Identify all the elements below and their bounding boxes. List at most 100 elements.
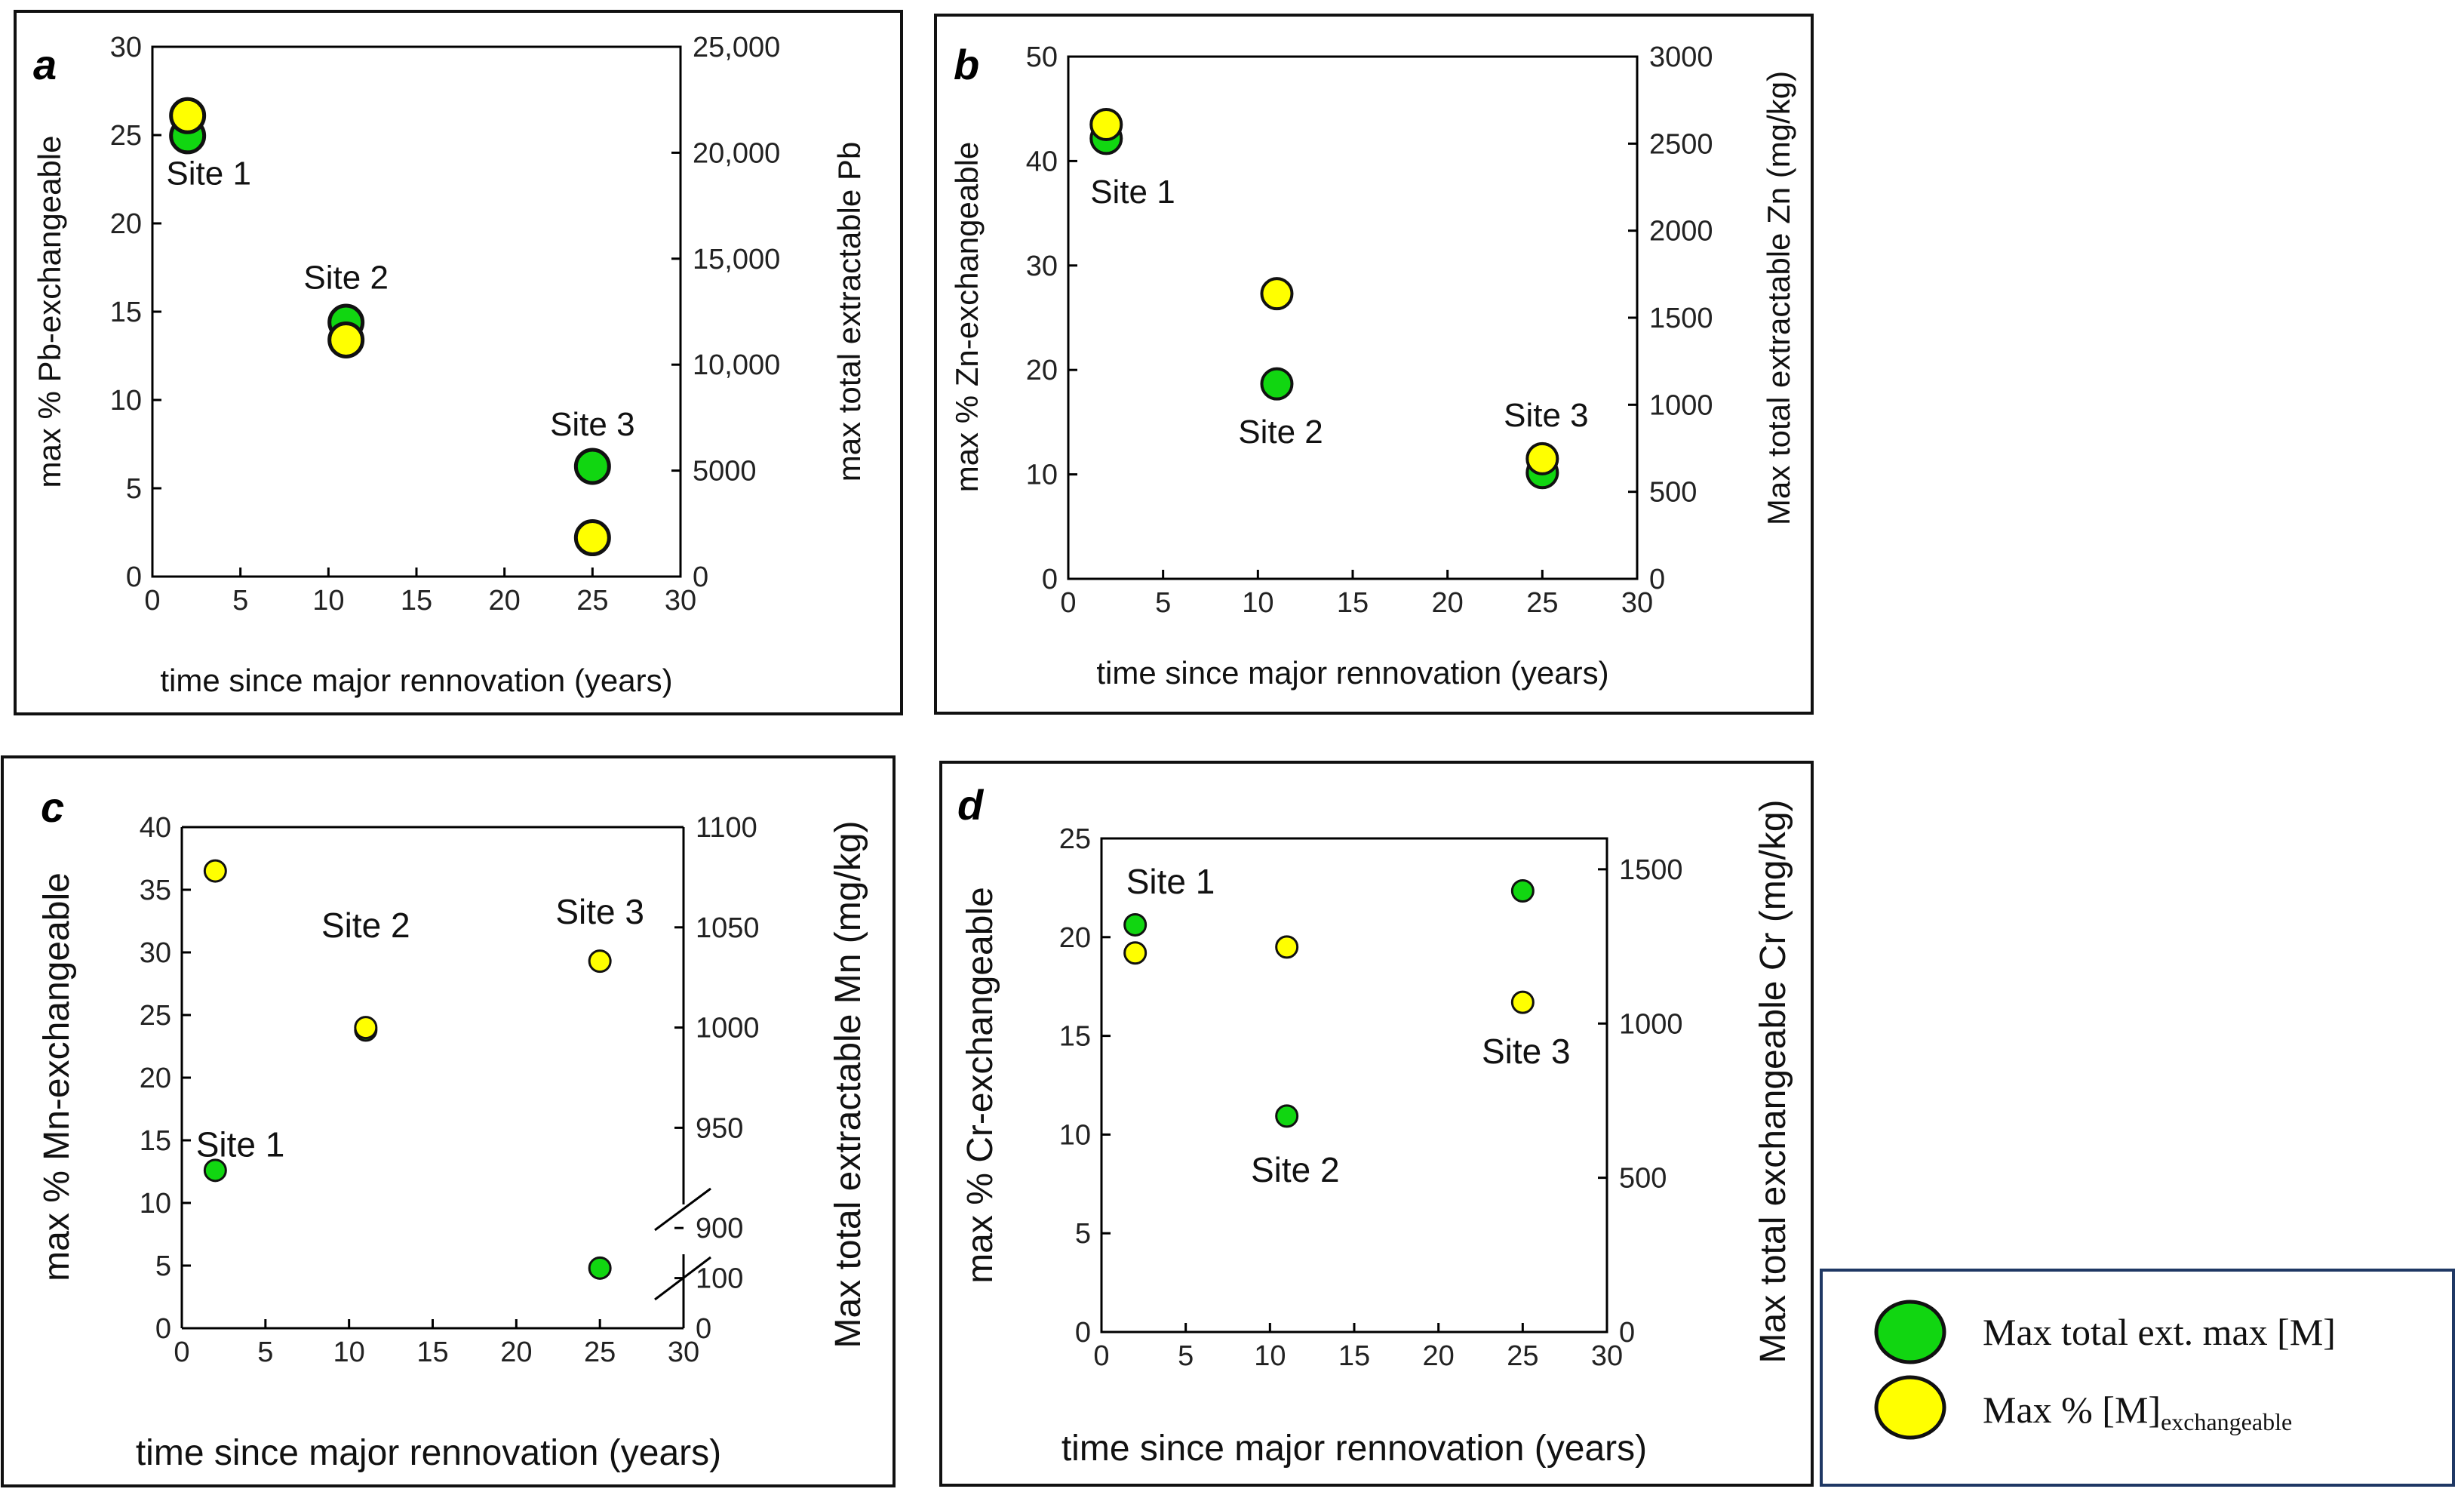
y-tick-label: 20 <box>110 208 142 240</box>
y-tick-label: 35 <box>140 875 171 906</box>
legend-frame <box>1820 1269 2455 1487</box>
site-label: Site 3 <box>1482 1032 1571 1071</box>
x-tick-label: 0 <box>1060 587 1076 619</box>
panel-a-plot-area <box>151 45 682 578</box>
panel-a-y-axis-title: max % Pb-exchangeable <box>32 136 67 488</box>
panel-c-x-axis-title: time since major rennovation (years) <box>136 1433 721 1473</box>
panel-d-y2-axis-title: Max total exchangeable Cr (mg/kg) <box>1753 800 1793 1364</box>
y2-tick-label: 1500 <box>1619 854 1683 886</box>
y2-tick-label: 1100 <box>696 812 757 844</box>
panel-d-y2-ticks: 0 500 1000 1500 <box>1598 854 1683 1349</box>
y-tick-label: 40 <box>140 812 171 844</box>
panel-c-markers <box>203 859 612 1280</box>
panel-b-y2-ticks: 0 500 1000 1500 2000 2500 3000 <box>1628 42 1713 595</box>
yellow-marker-exchangeable <box>1089 107 1123 141</box>
y2-tick-label: 20,000 <box>693 137 780 169</box>
y2-tick-label: 1500 <box>1649 303 1713 334</box>
y-tick-label: 0 <box>1042 564 1058 595</box>
y-tick-label: 15 <box>1059 1021 1091 1053</box>
y-tick-label: 20 <box>1059 922 1091 954</box>
y-tick-label: 10 <box>1059 1119 1091 1151</box>
panel-a-markers <box>169 97 611 557</box>
x-tick-label: 15 <box>1337 587 1369 619</box>
legend-label-exchangeable-main: Max % [M] <box>1983 1389 2161 1431</box>
yellow-marker-exchangeable <box>1260 277 1294 311</box>
panel-c-y-ticks: 0 5 10 15 20 25 30 35 40 <box>140 812 191 1345</box>
y-tick-label: 20 <box>1026 355 1058 386</box>
x-tick-label: 5 <box>232 585 248 617</box>
x-tick-label: 25 <box>1507 1340 1538 1372</box>
panel-d-y-ticks: 0 5 10 15 20 25 <box>1059 823 1111 1349</box>
y2-tick-label: 950 <box>696 1112 743 1144</box>
site-label: Site 2 <box>303 260 389 297</box>
y-tick-label: 0 <box>126 561 142 593</box>
y2-tick-label: 900 <box>696 1213 743 1244</box>
panel-b-y-ticks: 0 10 20 30 40 50 <box>1026 42 1077 595</box>
site-label: Site 1 <box>1090 174 1175 211</box>
site-label: Site 2 <box>1238 414 1323 451</box>
panel-d: d 0 5 10 15 20 25 30 0 5 10 15 20 25 0 500 1000 1500 S… <box>939 761 1814 1487</box>
y-tick-label: 5 <box>126 473 142 505</box>
site-label: Site 2 <box>321 906 410 945</box>
panel-a-y-ticks: 0 5 10 15 20 25 30 <box>110 32 161 593</box>
y-tick-label: 5 <box>1075 1218 1091 1250</box>
panel-c-letter: c <box>41 783 64 831</box>
x-tick-label: 10 <box>312 585 344 617</box>
legend-label-exchangeable-subscript: exchangeable <box>2161 1408 2292 1435</box>
y2-tick-label: 0 <box>693 561 708 593</box>
panel-c: c 0 5 10 15 20 25 30 0 5 10 15 20 25 30 35 40 0 100 900 9… <box>1 755 896 1487</box>
y-tick-label: 5 <box>155 1250 171 1282</box>
panel-c-y2-axis-title: Max total extractable Mn (mg/kg) <box>828 821 868 1349</box>
panel-b-y-axis-title: max % Zn-exchangeable <box>949 142 985 493</box>
y-tick-label: 25 <box>140 1000 171 1032</box>
y-tick-label: 50 <box>1026 42 1058 73</box>
x-tick-label: 25 <box>576 585 608 617</box>
site-label: Site 1 <box>196 1125 285 1164</box>
y-tick-label: 0 <box>155 1313 171 1345</box>
y2-tick-label: 10,000 <box>693 349 780 381</box>
x-tick-label: 5 <box>257 1337 273 1368</box>
x-tick-label: 10 <box>1242 587 1273 619</box>
x-tick-label: 25 <box>584 1337 616 1368</box>
y-tick-label: 0 <box>1075 1317 1091 1349</box>
panel-b-markers <box>1089 107 1559 490</box>
yellow-marker-exchangeable <box>1123 941 1148 965</box>
green-marker-total-ext <box>588 1256 612 1280</box>
panel-a-x-ticks: 0 5 10 15 20 25 30 <box>144 568 696 617</box>
panel-d-letter: d <box>957 781 985 829</box>
x-tick-label: 15 <box>401 585 432 617</box>
panel-b-x-ticks: 0 5 10 15 20 25 30 <box>1060 570 1653 619</box>
x-tick-label: 5 <box>1178 1340 1194 1372</box>
x-tick-label: 20 <box>500 1337 532 1368</box>
y-tick-label: 25 <box>1059 823 1091 855</box>
panel-c-frame <box>1 755 896 1487</box>
panel-d-markers <box>1123 878 1535 1128</box>
panel-b-letter: b <box>954 41 979 88</box>
panel-a-y2-ticks: 0 5000 10,000 15,000 20,000 25,000 <box>671 32 780 593</box>
panel-c-x-ticks: 0 5 10 15 20 25 30 <box>174 1319 699 1368</box>
x-tick-label: 10 <box>333 1337 365 1368</box>
y2-tick-label: 500 <box>1649 477 1697 509</box>
x-tick-label: 30 <box>1591 1340 1623 1372</box>
panel-a-site-labels: Site 1 Site 2 Site 3 <box>166 155 634 443</box>
panel-c-y2-ticks: 0 100 900 950 1000 1050 1100 <box>674 812 760 1345</box>
panel-a-frame <box>14 10 903 715</box>
legend-label-exchangeable: Max % [M]exchangeable <box>1983 1389 2292 1435</box>
yellow-marker-exchangeable <box>573 519 611 557</box>
y2-tick-label: 1000 <box>1649 389 1713 421</box>
y2-tick-label: 2500 <box>1649 128 1713 160</box>
y2-tick-label: 100 <box>696 1263 743 1295</box>
green-marker-total-ext <box>1123 912 1148 937</box>
y2-tick-label: 0 <box>1619 1317 1635 1349</box>
site-label: Site 2 <box>1251 1150 1340 1189</box>
x-tick-label: 30 <box>668 1337 699 1368</box>
panel-d-x-ticks: 0 5 10 15 20 25 30 <box>1093 1323 1623 1372</box>
y-tick-label: 10 <box>1026 460 1058 491</box>
green-marker-total-ext <box>573 448 611 485</box>
panel-a-y2-axis-title: max total extractable Pb <box>831 142 867 482</box>
site-label: Site 3 <box>550 406 635 443</box>
x-tick-label: 0 <box>1093 1340 1109 1372</box>
panel-d-plot-area <box>1100 837 1608 1334</box>
panel-d-x-axis-title: time since major rennovation (years) <box>1061 1429 1647 1469</box>
